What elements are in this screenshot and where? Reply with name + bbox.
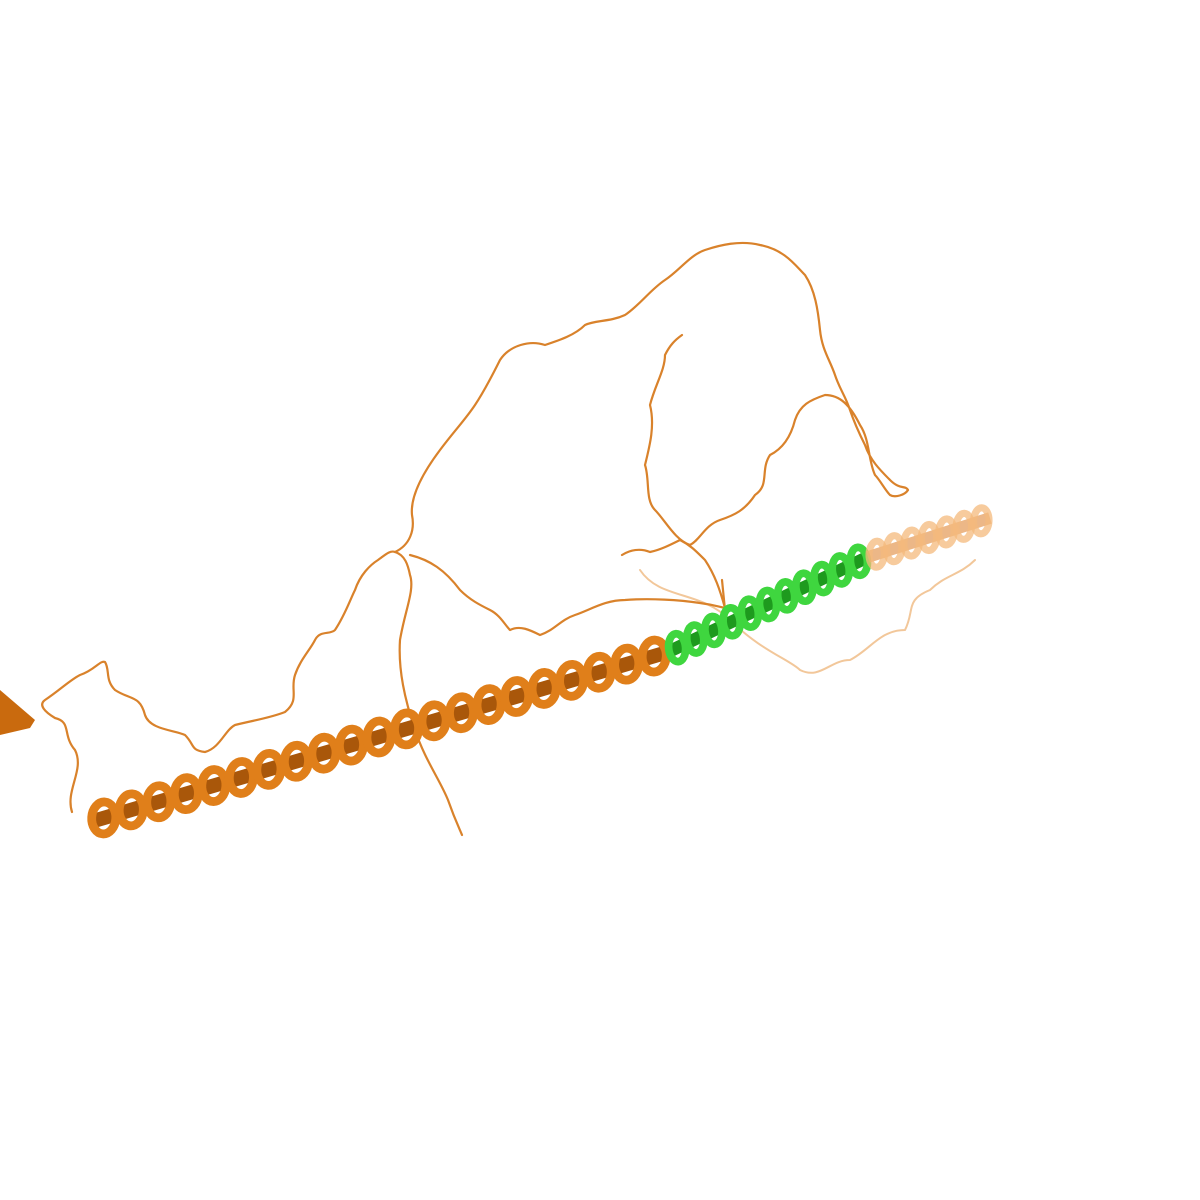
helix-turn [307, 732, 341, 774]
helix-core [87, 645, 671, 829]
helix-turn [445, 692, 479, 734]
helix-turn [637, 635, 671, 677]
helix-turn [500, 676, 534, 717]
helix-turn [197, 765, 231, 806]
coil-loop [408, 538, 727, 637]
helix-turn [279, 740, 313, 782]
helix-turn [87, 797, 121, 839]
helix-core [665, 551, 871, 658]
coil-loop [393, 241, 910, 554]
alpha-helix [87, 504, 993, 839]
coil-loop [41, 550, 464, 837]
helix-turn [555, 659, 589, 701]
beta-strand [0, 690, 35, 735]
coil-loop [720, 578, 727, 612]
helix-turn [252, 748, 286, 790]
helix-turn [224, 757, 258, 798]
helix-turn [390, 708, 423, 750]
helix-turn [582, 651, 616, 693]
helix-turn [362, 716, 396, 758]
helix-turn [142, 781, 176, 823]
helix-turn [417, 700, 451, 742]
helix-turn [527, 668, 561, 709]
helix-turn [970, 504, 993, 538]
helix-turn [472, 684, 506, 726]
helix-turn [169, 773, 203, 815]
helix-turn [610, 643, 644, 685]
helix-turn [335, 724, 368, 766]
helix-turn [114, 789, 148, 831]
